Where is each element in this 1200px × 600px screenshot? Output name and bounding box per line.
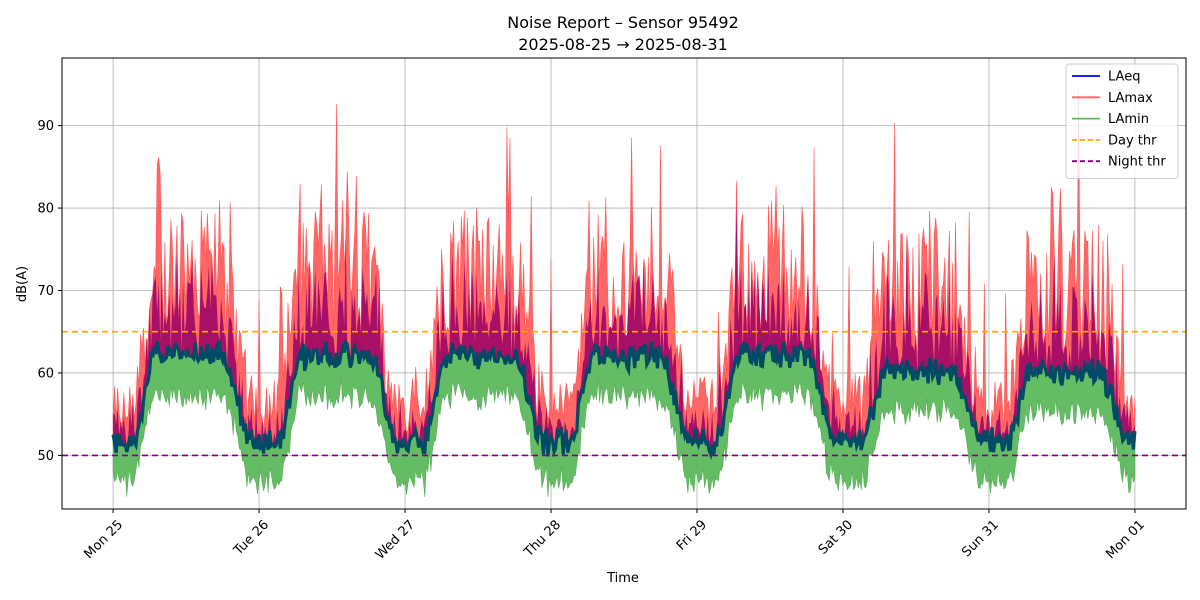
y-tick-label: 80 [37,202,54,217]
x-tick-label: Wed 27 [373,517,418,562]
series-layer [111,89,1137,498]
y-tick-label: 60 [37,366,54,381]
x-tick-label: Mon 25 [82,517,127,562]
series-laeq [111,339,1137,461]
threshold-lines [62,330,1186,457]
x-axis: Mon 25 Tue 26 Wed 27 Thu 28 Fri 29 Sat 30 Sun … [82,509,1148,563]
y-axis: 50 60 70 80 90 [37,119,62,464]
x-tick-label: Sun 31 [959,517,1002,560]
x-tick-label: Fri 29 [674,517,710,553]
y-tick-label: 50 [37,449,54,464]
chart-title: Noise Report – Sensor 95492 [507,13,739,32]
y-tick-label: 70 [37,284,54,299]
x-tick-label: Tue 26 [230,517,272,559]
x-axis-label: Time [606,571,639,586]
y-tick-label: 90 [37,119,54,134]
x-tick-label: Sat 30 [816,517,856,557]
x-tick-label: Mon 01 [1103,517,1148,562]
x-tick-label: Thu 28 [521,517,564,560]
y-axis-label: dB(A) [15,266,30,302]
legend-box [1065,63,1179,179]
plot-frame [61,57,1187,510]
series-lamax [112,89,1136,457]
legend-label: Night thr [1108,155,1166,170]
legend-label: LAeq [1108,70,1140,85]
legend-label: LAmax [1108,91,1153,106]
chart-subtitle: 2025-08-25 → 2025-08-31 [518,35,728,54]
legend: LAeq LAmax LAmin Day thr Night thr [1065,63,1179,179]
legend-label: LAmin [1108,112,1149,127]
legend-label: Day thr [1108,133,1157,148]
